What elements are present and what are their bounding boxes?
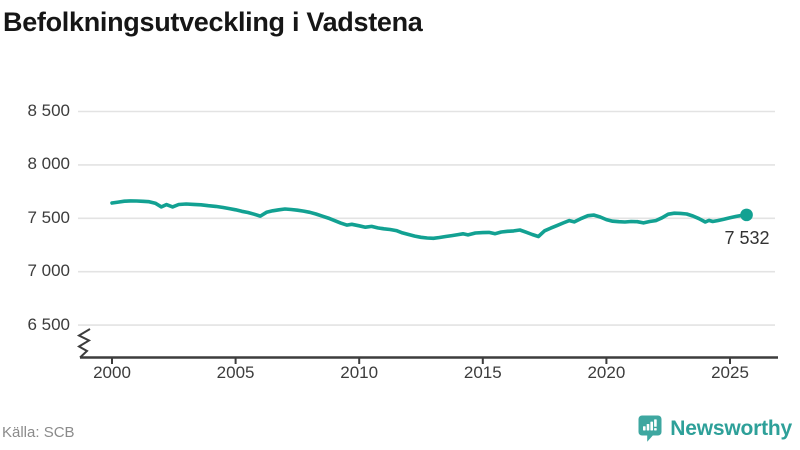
y-axis-tick-label: 7 500 bbox=[27, 207, 70, 227]
newsworthy-logo: Newsworthy bbox=[638, 415, 792, 443]
page-title: Befolkningsutveckling i Vadstena bbox=[3, 7, 423, 37]
y-axis-tick-label: 8 000 bbox=[27, 154, 70, 174]
y-axis-tick-label: 8 500 bbox=[27, 101, 70, 120]
newsworthy-logo-text: Newsworthy bbox=[670, 417, 792, 440]
x-axis-tick-label: 2025 bbox=[711, 363, 749, 382]
x-axis-ticks bbox=[111, 357, 731, 364]
gridlines bbox=[78, 110, 775, 326]
y-axis-tick-label: 7 000 bbox=[27, 261, 70, 281]
source-label: Källa: SCB bbox=[2, 424, 75, 441]
y-axis-tick-label: 6 500 bbox=[27, 314, 70, 334]
population-line bbox=[110, 199, 749, 241]
last-point-dot bbox=[740, 208, 753, 222]
x-axis-tick-label: 2010 bbox=[340, 363, 379, 382]
x-axis-tick-label: 2015 bbox=[463, 363, 502, 382]
x-axis-tick-label: 2000 bbox=[93, 363, 131, 382]
x-axis-tick-label: 2020 bbox=[587, 363, 626, 382]
last-value-label: 7 532 bbox=[724, 228, 770, 248]
axis-break-icon bbox=[76, 328, 92, 359]
newsworthy-logo-icon bbox=[638, 415, 662, 442]
x-axis-tick-label: 2005 bbox=[216, 363, 255, 382]
